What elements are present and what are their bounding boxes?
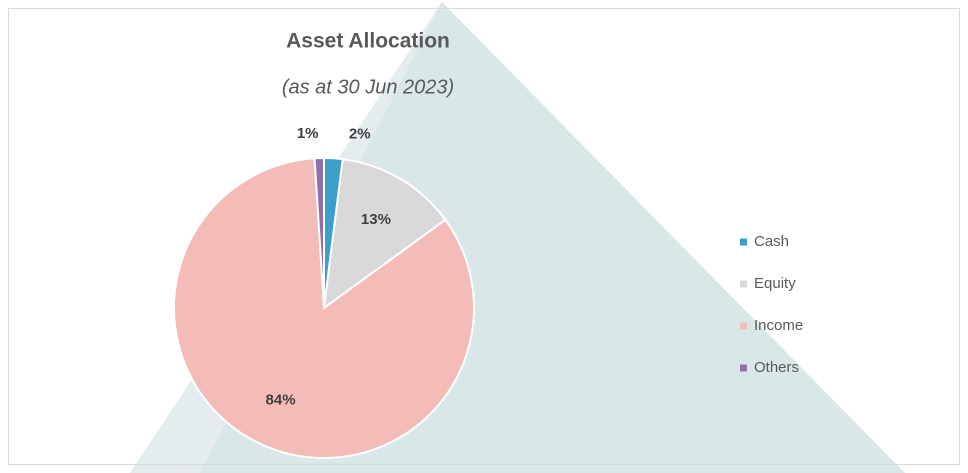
pie-slice (173, 157, 475, 459)
legend-label: Income (754, 317, 803, 334)
legend-label: Others (754, 359, 799, 376)
legend-swatch (740, 364, 747, 372)
chart-title: Asset Allocation (286, 30, 450, 53)
pie-slice (313, 156, 325, 309)
pie-slice (322, 158, 447, 311)
legend-swatch (740, 238, 747, 246)
legend-label: Cash (754, 233, 789, 250)
data-label: 2% (349, 125, 371, 142)
data-label: 1% (297, 125, 319, 142)
chart-subtitle: (as at 30 Jun 2023) (282, 76, 454, 98)
legend-label: Equity (754, 275, 796, 292)
pie: 2% 13% 84% 1% (173, 125, 475, 459)
legend-swatch (740, 322, 747, 330)
data-label: 13% (361, 211, 391, 228)
legend-swatch (740, 280, 747, 288)
data-label: 84% (266, 391, 296, 408)
legend: Cash Equity Income Others (740, 233, 803, 376)
chart-border (8, 8, 960, 465)
